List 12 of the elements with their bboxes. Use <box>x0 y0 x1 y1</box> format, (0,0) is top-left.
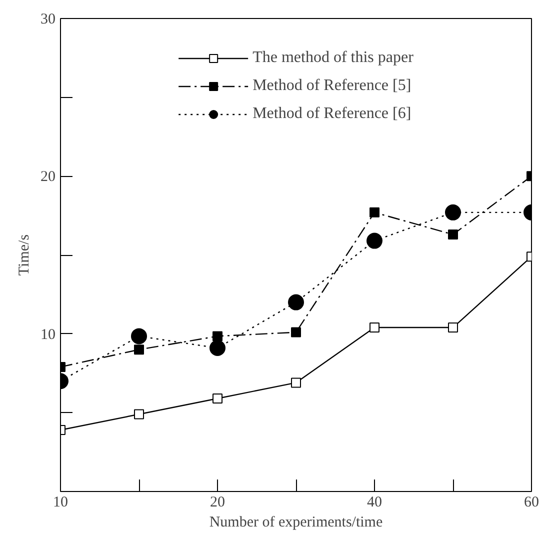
legend-label: Method of Reference [5] <box>252 77 412 95</box>
x-tick-label: 60 <box>524 494 539 510</box>
y-axis-title: Time/s <box>16 234 32 276</box>
x-tick-label: 20 <box>210 494 225 510</box>
y-tick-label: 30 <box>40 12 56 28</box>
x-tick-label: 10 <box>53 494 68 510</box>
y-tick-label: 20 <box>40 169 56 186</box>
x-tick-label: 40 <box>367 494 382 510</box>
x-axis-title: Number of experiments/time <box>209 514 383 530</box>
legend-label: Method of Reference [6] <box>252 105 412 123</box>
y-tick-label: 10 <box>40 326 56 343</box>
legend-label: The method of this paper <box>252 49 414 67</box>
